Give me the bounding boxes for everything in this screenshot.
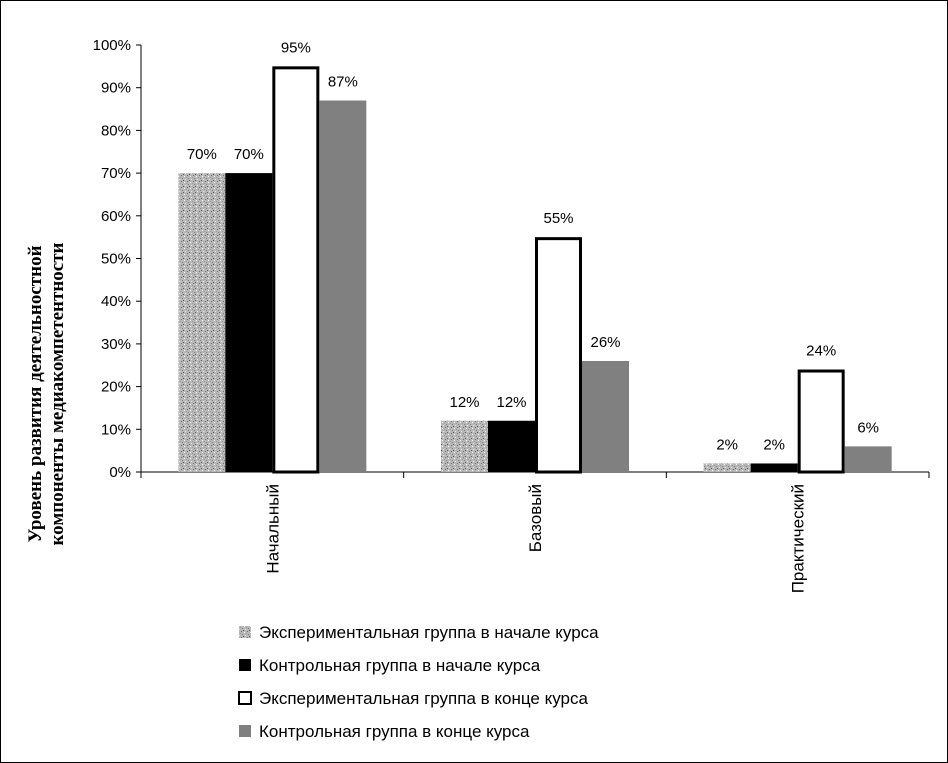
- bar-value-label: 12%: [449, 394, 479, 411]
- x-category-label: Начальный: [263, 484, 282, 574]
- y-axis: 0% 10% 20% 30% 40% 50% 60% 70% 80% 90% 100%: [93, 37, 142, 481]
- bar-value-label: 12%: [496, 394, 526, 411]
- bar: [797, 369, 845, 474]
- y-tick-label: 20%: [101, 379, 131, 396]
- bar-value-label: 2%: [763, 436, 785, 453]
- y-axis-title-line-1: Уровень развития деятельностной: [25, 245, 46, 542]
- y-tick-label: 70%: [101, 165, 131, 182]
- y-tick-label: 10%: [101, 421, 131, 438]
- bar-value-label: 95%: [281, 39, 311, 56]
- bar: [488, 420, 535, 472]
- y-tick-label: 60%: [101, 208, 131, 225]
- bar-value-label: 70%: [234, 146, 264, 163]
- y-tick-label: 100%: [93, 37, 131, 54]
- x-category-label: Базовый: [526, 484, 545, 552]
- legend: Экспериментальная группа в начале курса К…: [238, 623, 599, 741]
- bar: [703, 463, 751, 472]
- bar: [272, 66, 320, 474]
- bar: [178, 173, 226, 472]
- y-tick-label: 30%: [101, 336, 131, 353]
- x-category-label: Практический: [789, 484, 808, 593]
- bar: [844, 446, 892, 472]
- bar-value-label: 70%: [187, 146, 217, 163]
- legend-entry-label: Экспериментальная группа в начале курса: [259, 623, 599, 642]
- legend-swatch: [238, 691, 252, 705]
- legend-swatch: [239, 659, 251, 671]
- y-tick-label: 40%: [101, 293, 131, 310]
- bar: [319, 100, 367, 472]
- bar: [441, 420, 488, 472]
- data-labels: 70% 70% 95% 87% 12% 12% 55% 26% 2% 2% 24% 6%: [187, 39, 879, 453]
- bar-value-label: 6%: [857, 419, 879, 436]
- bar-value-label: 26%: [590, 334, 620, 351]
- bar: [535, 237, 582, 474]
- bar: [750, 463, 798, 472]
- bar: [225, 173, 273, 472]
- y-axis-title: Уровень развития деятельностной компонен…: [25, 242, 68, 545]
- y-tick-label: 80%: [101, 122, 131, 139]
- y-tick-label: 50%: [101, 251, 131, 268]
- y-tick-label: 90%: [101, 80, 131, 97]
- legend-entry-label: Экспериментальная группа в конце курса: [259, 689, 588, 708]
- legend-swatch: [239, 626, 251, 638]
- bar-value-label: 2%: [716, 436, 738, 453]
- y-axis-title-line-2: компоненты медиакомпетентности: [47, 242, 68, 545]
- legend-entry-label: Контрольная группа в начале курса: [259, 656, 541, 675]
- legend-swatch: [239, 725, 251, 737]
- bars: [178, 66, 892, 474]
- bar: [582, 360, 629, 472]
- legend-entry-label: Контрольная группа в конце курса: [259, 722, 530, 741]
- bar-value-label: 24%: [806, 343, 836, 360]
- y-tick-label: 0%: [109, 464, 131, 481]
- bar-value-label: 87%: [328, 74, 358, 91]
- bar-value-label: 55%: [543, 210, 573, 227]
- x-axis: Начальный Базовый Практический: [140, 471, 930, 593]
